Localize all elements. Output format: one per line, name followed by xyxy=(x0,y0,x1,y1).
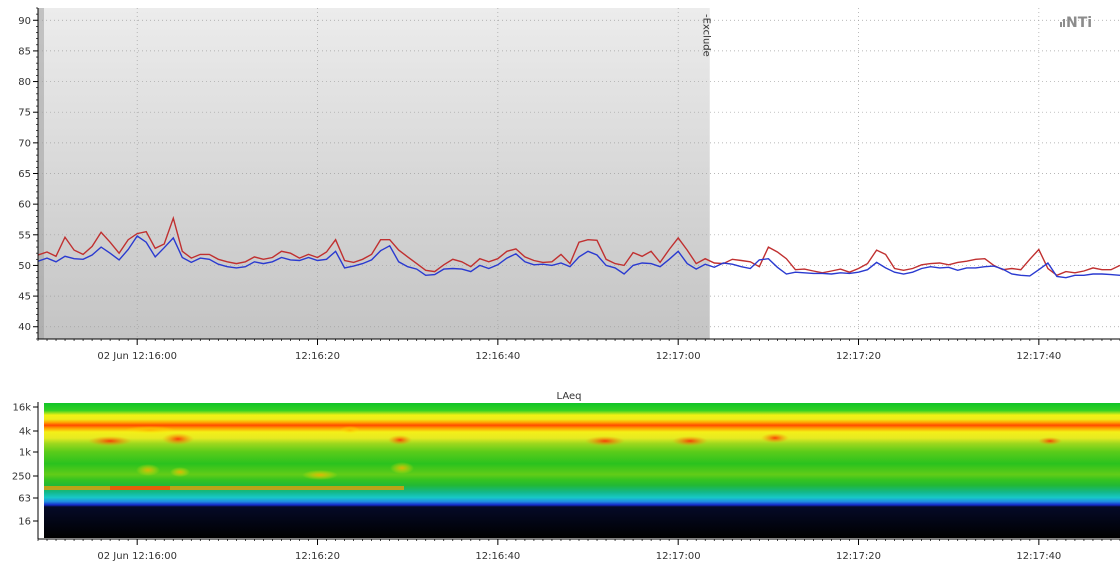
low-band-red xyxy=(110,486,170,490)
spectrogram-image xyxy=(44,403,1120,538)
logo-bar-1 xyxy=(1060,22,1062,27)
exclude-region xyxy=(38,8,710,339)
hotspot xyxy=(388,435,412,445)
y-tick-label: 50 xyxy=(18,261,31,272)
y-tick-label: 85 xyxy=(18,46,31,57)
spectrogram-y-tick-label: 4k xyxy=(19,427,31,438)
x-axis-ticks: 02 Jun 12:16:00 12:16:20 12:16:40 12:17:00 1… xyxy=(37,339,1120,362)
spectrogram-x-tick-label: 12:16:20 xyxy=(295,551,340,562)
spectrogram-y-tick-label: 1k xyxy=(19,448,31,459)
spectrogram-chart: LAeq 16k 4k 1k 250 63 16 02 Jun 12:16:00 12:16… xyxy=(12,391,1120,562)
hotspot xyxy=(162,433,194,445)
hotspot xyxy=(88,436,132,446)
warm-patch xyxy=(302,470,338,480)
spectrogram-x-ticks: 02 Jun 12:16:00 12:16:20 12:16:40 12:17:00 1… xyxy=(37,539,1120,562)
logo-bar-2 xyxy=(1063,19,1065,27)
series-line-laeq xyxy=(38,235,1120,279)
warm-patch xyxy=(170,467,190,477)
exclude-label: -Exclude xyxy=(701,14,712,57)
logo-text: NTi xyxy=(1066,15,1092,31)
x-tick-label: 12:17:00 xyxy=(656,351,701,362)
x-tick-label: 02 Jun 12:16:00 xyxy=(97,351,177,362)
hotspot xyxy=(1038,437,1062,445)
low-band-orange xyxy=(44,486,404,490)
series-line-laeq-peak xyxy=(38,215,1120,277)
y-axis-ticks: 40 45 50 55 60 65 70 75 80 85 90 xyxy=(18,7,38,340)
warm-patch xyxy=(340,426,360,434)
y-tick-label: 65 xyxy=(18,169,31,180)
x-tick-label: 12:16:40 xyxy=(475,351,520,362)
hotspot xyxy=(761,433,789,443)
y-tick-label: 40 xyxy=(18,322,31,333)
exclude-left-edge xyxy=(38,8,44,339)
x-tick-label: 12:17:20 xyxy=(836,351,881,362)
spectrogram-x-tick-label: 02 Jun 12:16:00 xyxy=(97,551,177,562)
warm-patch xyxy=(136,464,160,476)
warm-patch xyxy=(390,462,414,474)
y-tick-label: 60 xyxy=(18,200,31,211)
spectrogram-x-tick-label: 12:17:00 xyxy=(656,551,701,562)
spectrogram-y-tick-label: 250 xyxy=(12,472,31,483)
hotspot xyxy=(585,436,625,446)
spectrogram-x-tick-label: 12:16:40 xyxy=(475,551,520,562)
spectrogram-y-ticks: 16k 4k 1k 250 63 16 xyxy=(12,403,38,528)
warm-patch xyxy=(125,426,175,434)
spectrogram-field xyxy=(44,403,1120,538)
y-tick-label: 55 xyxy=(18,230,31,241)
grid-lines xyxy=(38,8,1120,339)
y-tick-label: 90 xyxy=(18,16,31,27)
spectrogram-y-tick-label: 16 xyxy=(18,517,31,528)
y-tick-label: 70 xyxy=(18,138,31,149)
x-tick-label: 12:17:40 xyxy=(1016,351,1061,362)
y-tick-label: 45 xyxy=(18,292,31,303)
brand-logo: NTi xyxy=(1060,15,1092,31)
hotspot xyxy=(672,436,708,446)
spectrogram-y-tick-label: 63 xyxy=(18,494,31,505)
spectrogram-title: LAeq xyxy=(557,391,582,402)
spectrogram-x-tick-label: 12:17:20 xyxy=(836,551,881,562)
y-tick-label: 75 xyxy=(18,108,31,119)
x-tick-label: 12:16:20 xyxy=(295,351,340,362)
time-history-chart: 40 45 50 55 60 65 70 75 80 85 90 02 Jun 12:16:00 12… xyxy=(18,7,1120,362)
spectrogram-x-tick-label: 12:17:40 xyxy=(1016,551,1061,562)
y-tick-label: 80 xyxy=(18,77,31,88)
spectrogram-y-tick-label: 16k xyxy=(12,403,31,414)
